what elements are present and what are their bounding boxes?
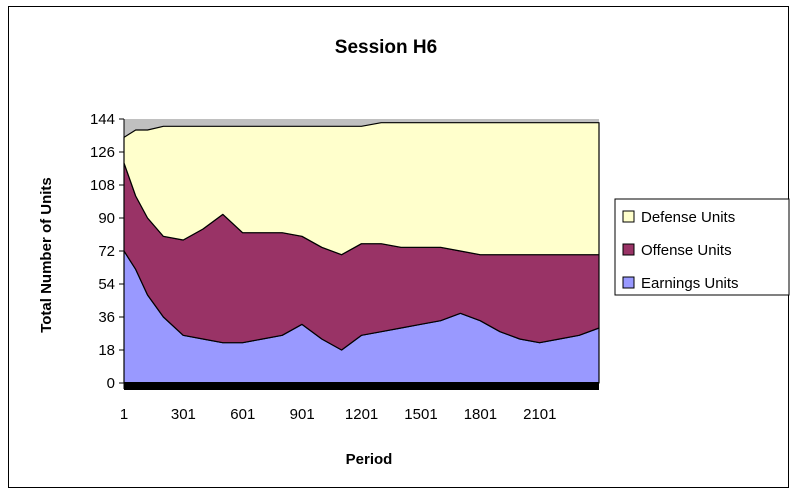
chart-title: Session H6 xyxy=(335,37,437,58)
x-tick-label: 1 xyxy=(120,406,128,423)
x-tick-label: 301 xyxy=(171,406,196,423)
y-tick-label: 90 xyxy=(98,210,115,227)
legend-label: Defense Units xyxy=(641,209,735,226)
legend-swatch xyxy=(622,276,635,289)
y-tick-label: 18 xyxy=(98,342,115,359)
chart-frame: Session H6 0 18 36 54 72 90 108 126 144 1 301 601 9… xyxy=(8,6,790,488)
y-axis-label: Total Number of Units xyxy=(38,177,55,333)
plot-area xyxy=(123,119,600,390)
x-axis: 1 301 601 901 1201 1501 1801 2101 xyxy=(120,406,557,423)
y-tick-label: 126 xyxy=(90,144,115,161)
legend-swatch xyxy=(622,243,635,256)
baseline-band xyxy=(124,382,599,390)
legend-swatch xyxy=(622,210,635,223)
legend-label: Earnings Units xyxy=(641,275,739,292)
y-tick-label: 36 xyxy=(98,309,115,326)
area-defense-units xyxy=(123,122,600,256)
x-tick-label: 1801 xyxy=(464,406,497,423)
x-tick-label: 1201 xyxy=(345,406,378,423)
y-tick-label: 0 xyxy=(107,375,115,392)
y-tick-label: 108 xyxy=(90,177,115,194)
x-tick-label: 2101 xyxy=(523,406,556,423)
x-tick-label: 601 xyxy=(230,406,255,423)
y-tick-label: 72 xyxy=(98,243,115,260)
x-axis-label: Period xyxy=(346,451,393,468)
x-tick-label: 901 xyxy=(290,406,315,423)
stacked-area-chart: Session H6 0 18 36 54 72 90 108 126 144 1 301 601 9… xyxy=(38,37,790,468)
y-axis: 0 18 36 54 72 90 108 126 144 xyxy=(90,111,125,392)
x-tick-label: 1501 xyxy=(404,406,437,423)
y-tick-label: 144 xyxy=(90,111,115,128)
legend-label: Offense Units xyxy=(641,242,732,259)
y-tick-label: 54 xyxy=(98,276,115,293)
legend-box xyxy=(614,198,790,296)
legend: Defense Units Offense Units Earnings Units xyxy=(614,198,790,296)
